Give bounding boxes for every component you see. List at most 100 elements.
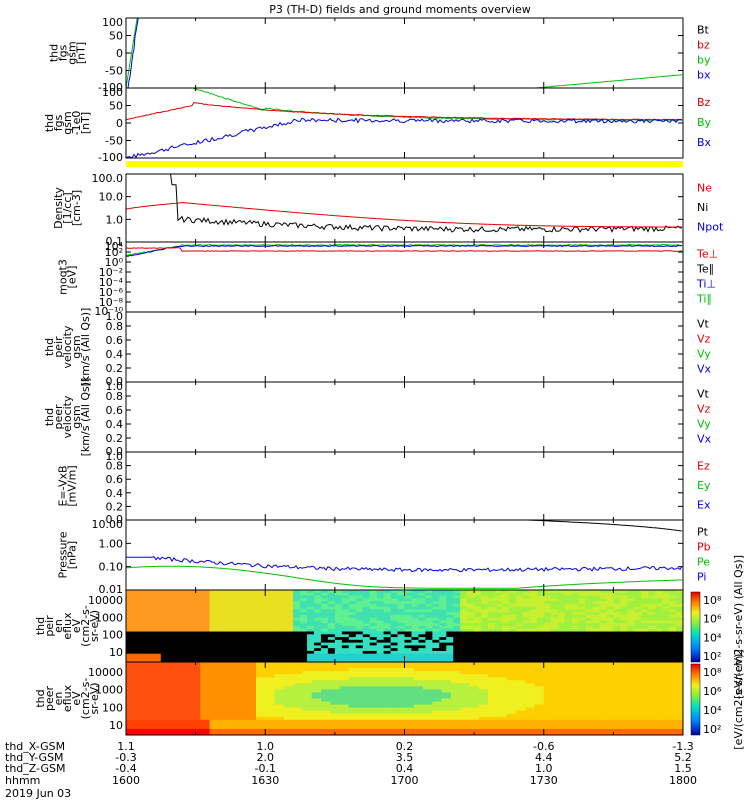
spec-cell	[460, 623, 468, 627]
spec-cell	[664, 698, 675, 703]
spec-cell	[404, 648, 413, 652]
spec-cell	[274, 692, 285, 697]
spec-cell	[599, 603, 608, 608]
spec-cell	[474, 650, 482, 655]
spec-cell	[279, 592, 287, 597]
spec-cell	[146, 631, 155, 635]
spec-cell	[620, 628, 628, 633]
spec-cell	[237, 725, 248, 730]
spec-cell	[126, 592, 134, 597]
spec-cell	[413, 695, 424, 700]
spec-cell	[385, 668, 396, 672]
spec-cell	[641, 648, 649, 652]
spec-cell	[655, 631, 663, 635]
ylabel-line: gsm	[66, 41, 79, 64]
ytick-label: 0.0	[106, 375, 124, 388]
spec-cell	[515, 614, 524, 619]
spec-cell	[497, 686, 508, 690]
spec-cell	[634, 590, 642, 594]
spec-cell	[209, 722, 220, 727]
spec-cell	[460, 713, 471, 718]
spec-cell	[348, 592, 357, 597]
spec-cell	[488, 665, 498, 669]
spec-cell	[385, 731, 396, 735]
spec-cell	[320, 626, 329, 630]
spec-cell	[230, 612, 238, 616]
spec-cell	[676, 623, 683, 627]
spec-cell	[478, 665, 489, 669]
spec-cell	[293, 659, 301, 662]
ytick-label: 0.1	[106, 235, 124, 248]
spec-cell	[432, 692, 443, 697]
spec-cell	[209, 614, 218, 619]
spec-cell	[200, 722, 211, 727]
spec-cell	[230, 603, 238, 608]
spec-cell	[655, 595, 663, 599]
spec-cell	[608, 680, 619, 684]
spec-cell	[495, 606, 503, 610]
spec-cell	[580, 719, 591, 724]
spec-cell	[590, 719, 601, 724]
spec-cell	[495, 623, 503, 627]
spec-cell	[557, 623, 566, 627]
spec-cell	[195, 656, 204, 660]
legend-Ne: Ne	[697, 182, 712, 195]
spec-cell	[481, 631, 489, 635]
spec-cell	[265, 722, 276, 727]
spec-cell	[571, 650, 580, 655]
spec-cell	[320, 659, 329, 662]
spec-cell	[153, 598, 162, 602]
spec-cell	[432, 639, 440, 644]
spec-cell	[251, 639, 259, 644]
spec-cell	[645, 689, 656, 694]
axis-row-value: 1.1	[117, 740, 135, 753]
spec-cell	[655, 731, 666, 735]
spec-cell	[174, 659, 183, 662]
spec-cell	[636, 677, 647, 681]
spec-cell	[286, 617, 294, 622]
spec-cell	[481, 614, 489, 619]
spec-cell	[467, 601, 475, 605]
spec-cell	[553, 662, 563, 666]
spec-cell	[279, 614, 287, 619]
spec-cell	[571, 601, 580, 605]
spec-cell	[481, 592, 489, 597]
spec-cell	[181, 722, 192, 727]
legend-Vz: Vz	[697, 333, 711, 346]
spec-cell	[529, 653, 538, 658]
spec-cell	[237, 639, 245, 644]
spec-cell	[190, 710, 201, 715]
spec-cell	[404, 686, 415, 690]
spec-cell	[606, 645, 614, 649]
spec-cell	[320, 722, 331, 727]
spec-cell	[495, 595, 503, 599]
spec-cell	[423, 683, 433, 687]
spec-cell	[413, 701, 424, 706]
spec-cell	[534, 674, 545, 678]
ytick-label: 1.0	[106, 450, 124, 463]
spec-cell	[515, 662, 526, 666]
spec-cell	[446, 612, 454, 616]
spec-cell	[139, 626, 148, 630]
spec-cell	[218, 698, 229, 703]
spec-cell	[608, 722, 619, 727]
ytick-label: 100	[102, 86, 123, 99]
spec-cell	[550, 620, 559, 624]
spec-cell	[135, 686, 146, 690]
axis-row-value: -0.1	[255, 762, 276, 775]
spec-cell	[395, 683, 406, 687]
spec-cell	[562, 701, 573, 706]
spec-cell	[272, 601, 280, 605]
spec-cell	[341, 598, 350, 602]
spec-cell	[590, 713, 601, 718]
spec-cell	[534, 728, 545, 733]
spec-cell	[188, 603, 197, 608]
legend-Vt: Vt	[697, 318, 710, 331]
spec-cell	[216, 601, 225, 605]
spec-cell	[181, 590, 190, 594]
spec-cell	[300, 653, 308, 658]
spec-cell	[562, 713, 573, 718]
spec-cell	[553, 671, 563, 675]
ytick-label: 10²	[105, 246, 123, 259]
spec-cell	[327, 612, 336, 616]
